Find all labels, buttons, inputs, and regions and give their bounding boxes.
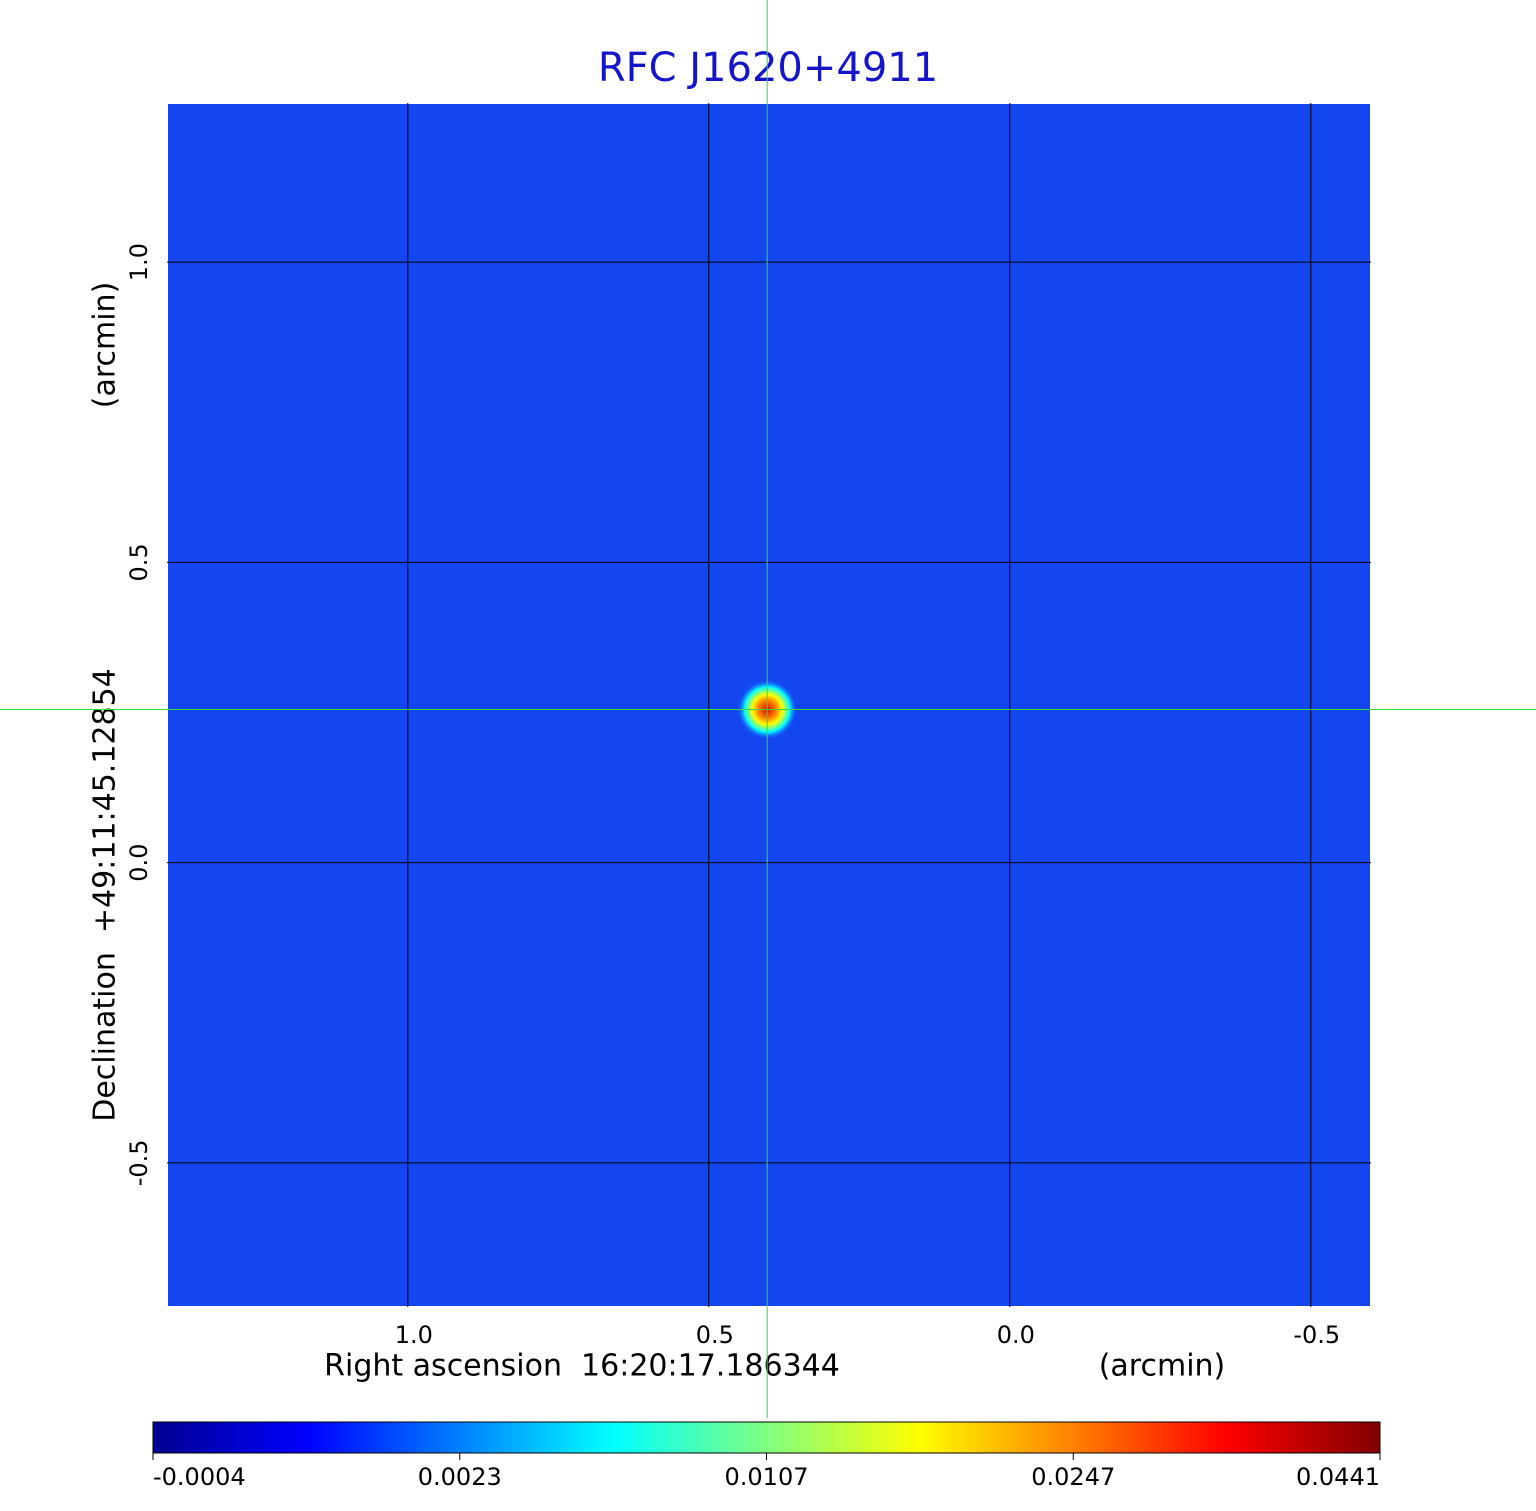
colorbar-tick-label: 0.0441 [1296, 1463, 1380, 1491]
x-tick-label: 0.0 [997, 1321, 1035, 1349]
y-tick-label: -0.5 [125, 1139, 153, 1186]
y-tick-label: 0.0 [125, 844, 153, 882]
colorbar-tick-label: 0.0247 [1031, 1463, 1115, 1491]
x-unit: (arcmin) [1099, 1349, 1226, 1384]
x-tick-label: 0.5 [696, 1321, 734, 1349]
x-tick-label: -0.5 [1293, 1321, 1340, 1349]
colorbar [152, 1421, 1381, 1454]
colorbar-tick-label: 0.0107 [725, 1463, 809, 1491]
colorbar-tick-label: -0.0004 [153, 1463, 246, 1491]
y-label: Declination +49:11:45.12854 [88, 668, 123, 1122]
colorbar-tick-label: 0.0023 [418, 1463, 502, 1491]
x-label: Right ascension 16:20:17.186344 [324, 1349, 840, 1384]
y-unit: (arcmin) [88, 282, 123, 409]
x-tick-label: 1.0 [395, 1321, 433, 1349]
y-tick-label: 0.5 [125, 543, 153, 581]
y-tick-label: 1.0 [125, 243, 153, 281]
chart-title: RFC J1620+4911 [598, 45, 938, 91]
